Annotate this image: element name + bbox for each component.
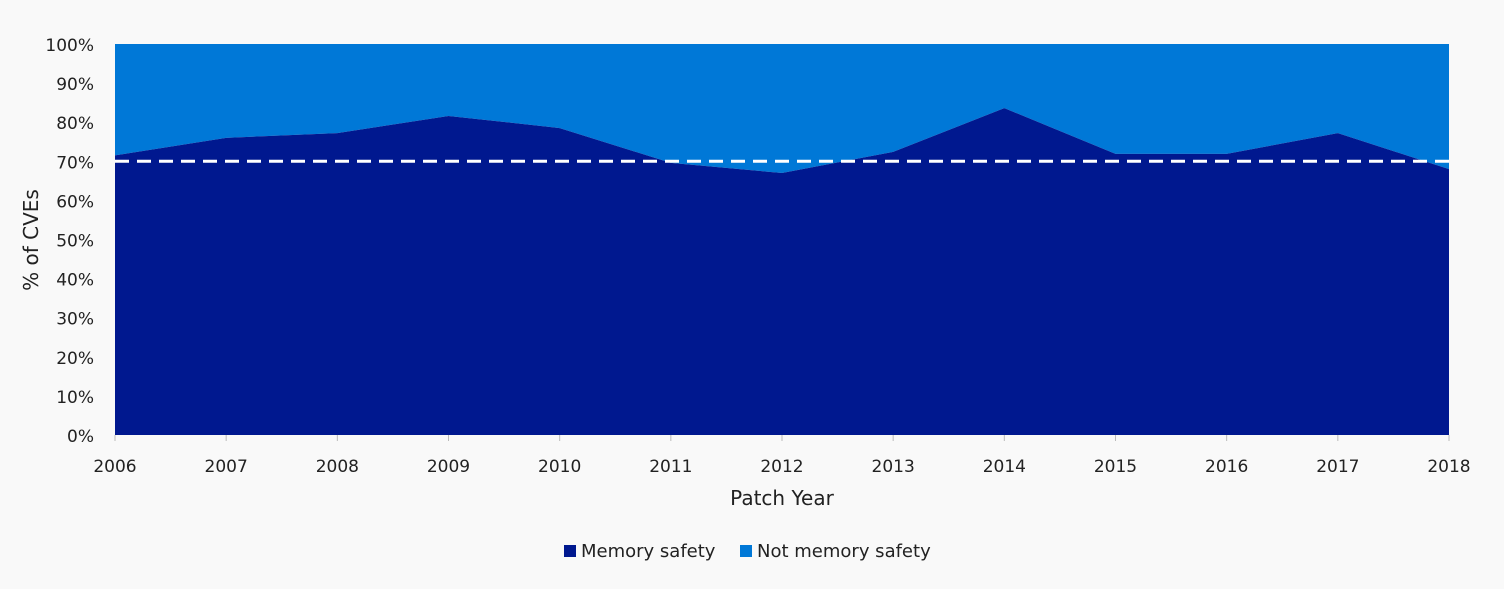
x-tick-label: 2008 [316, 457, 359, 477]
x-tick-label: 2012 [760, 457, 803, 477]
x-tick-label: 2018 [1427, 457, 1470, 477]
y-tick-label: 40% [56, 271, 94, 291]
y-tick-label: 100% [45, 36, 94, 56]
y-tick-label: 60% [56, 192, 94, 212]
x-tick-label: 2007 [205, 457, 248, 477]
legend-label-not-memory-safety: Not memory safety [757, 541, 931, 562]
y-tick-label: 50% [56, 232, 94, 252]
x-tick-label: 2009 [427, 457, 470, 477]
legend-label-memory-safety: Memory safety [581, 541, 716, 562]
y-tick-label: 30% [56, 310, 94, 330]
x-tick-label: 2014 [983, 457, 1026, 477]
legend-swatch-memory-safety [564, 545, 576, 557]
y-tick-label: 10% [56, 388, 94, 408]
x-tick-label: 2006 [93, 457, 136, 477]
area-not-memory-safety [115, 44, 1449, 174]
legend: Memory safety Not memory safety [564, 541, 931, 562]
x-tick-label: 2016 [1205, 457, 1248, 477]
legend-swatch-not-memory-safety [740, 545, 752, 557]
y-axis-label: % of CVEs [19, 189, 43, 291]
x-tick-label: 2011 [649, 457, 692, 477]
x-tick-label: 2010 [538, 457, 581, 477]
y-tick-label: 0% [67, 427, 94, 447]
area-memory-safety [115, 108, 1449, 436]
y-tick-label: 90% [56, 75, 94, 95]
y-tick-label: 80% [56, 114, 94, 134]
x-axis-label: Patch Year [730, 486, 834, 510]
x-tick-label: 2017 [1316, 457, 1359, 477]
y-tick-label: 20% [56, 349, 94, 369]
x-tick-label: 2013 [872, 457, 915, 477]
y-tick-label: 70% [56, 153, 94, 173]
x-tick-label: 2015 [1094, 457, 1137, 477]
